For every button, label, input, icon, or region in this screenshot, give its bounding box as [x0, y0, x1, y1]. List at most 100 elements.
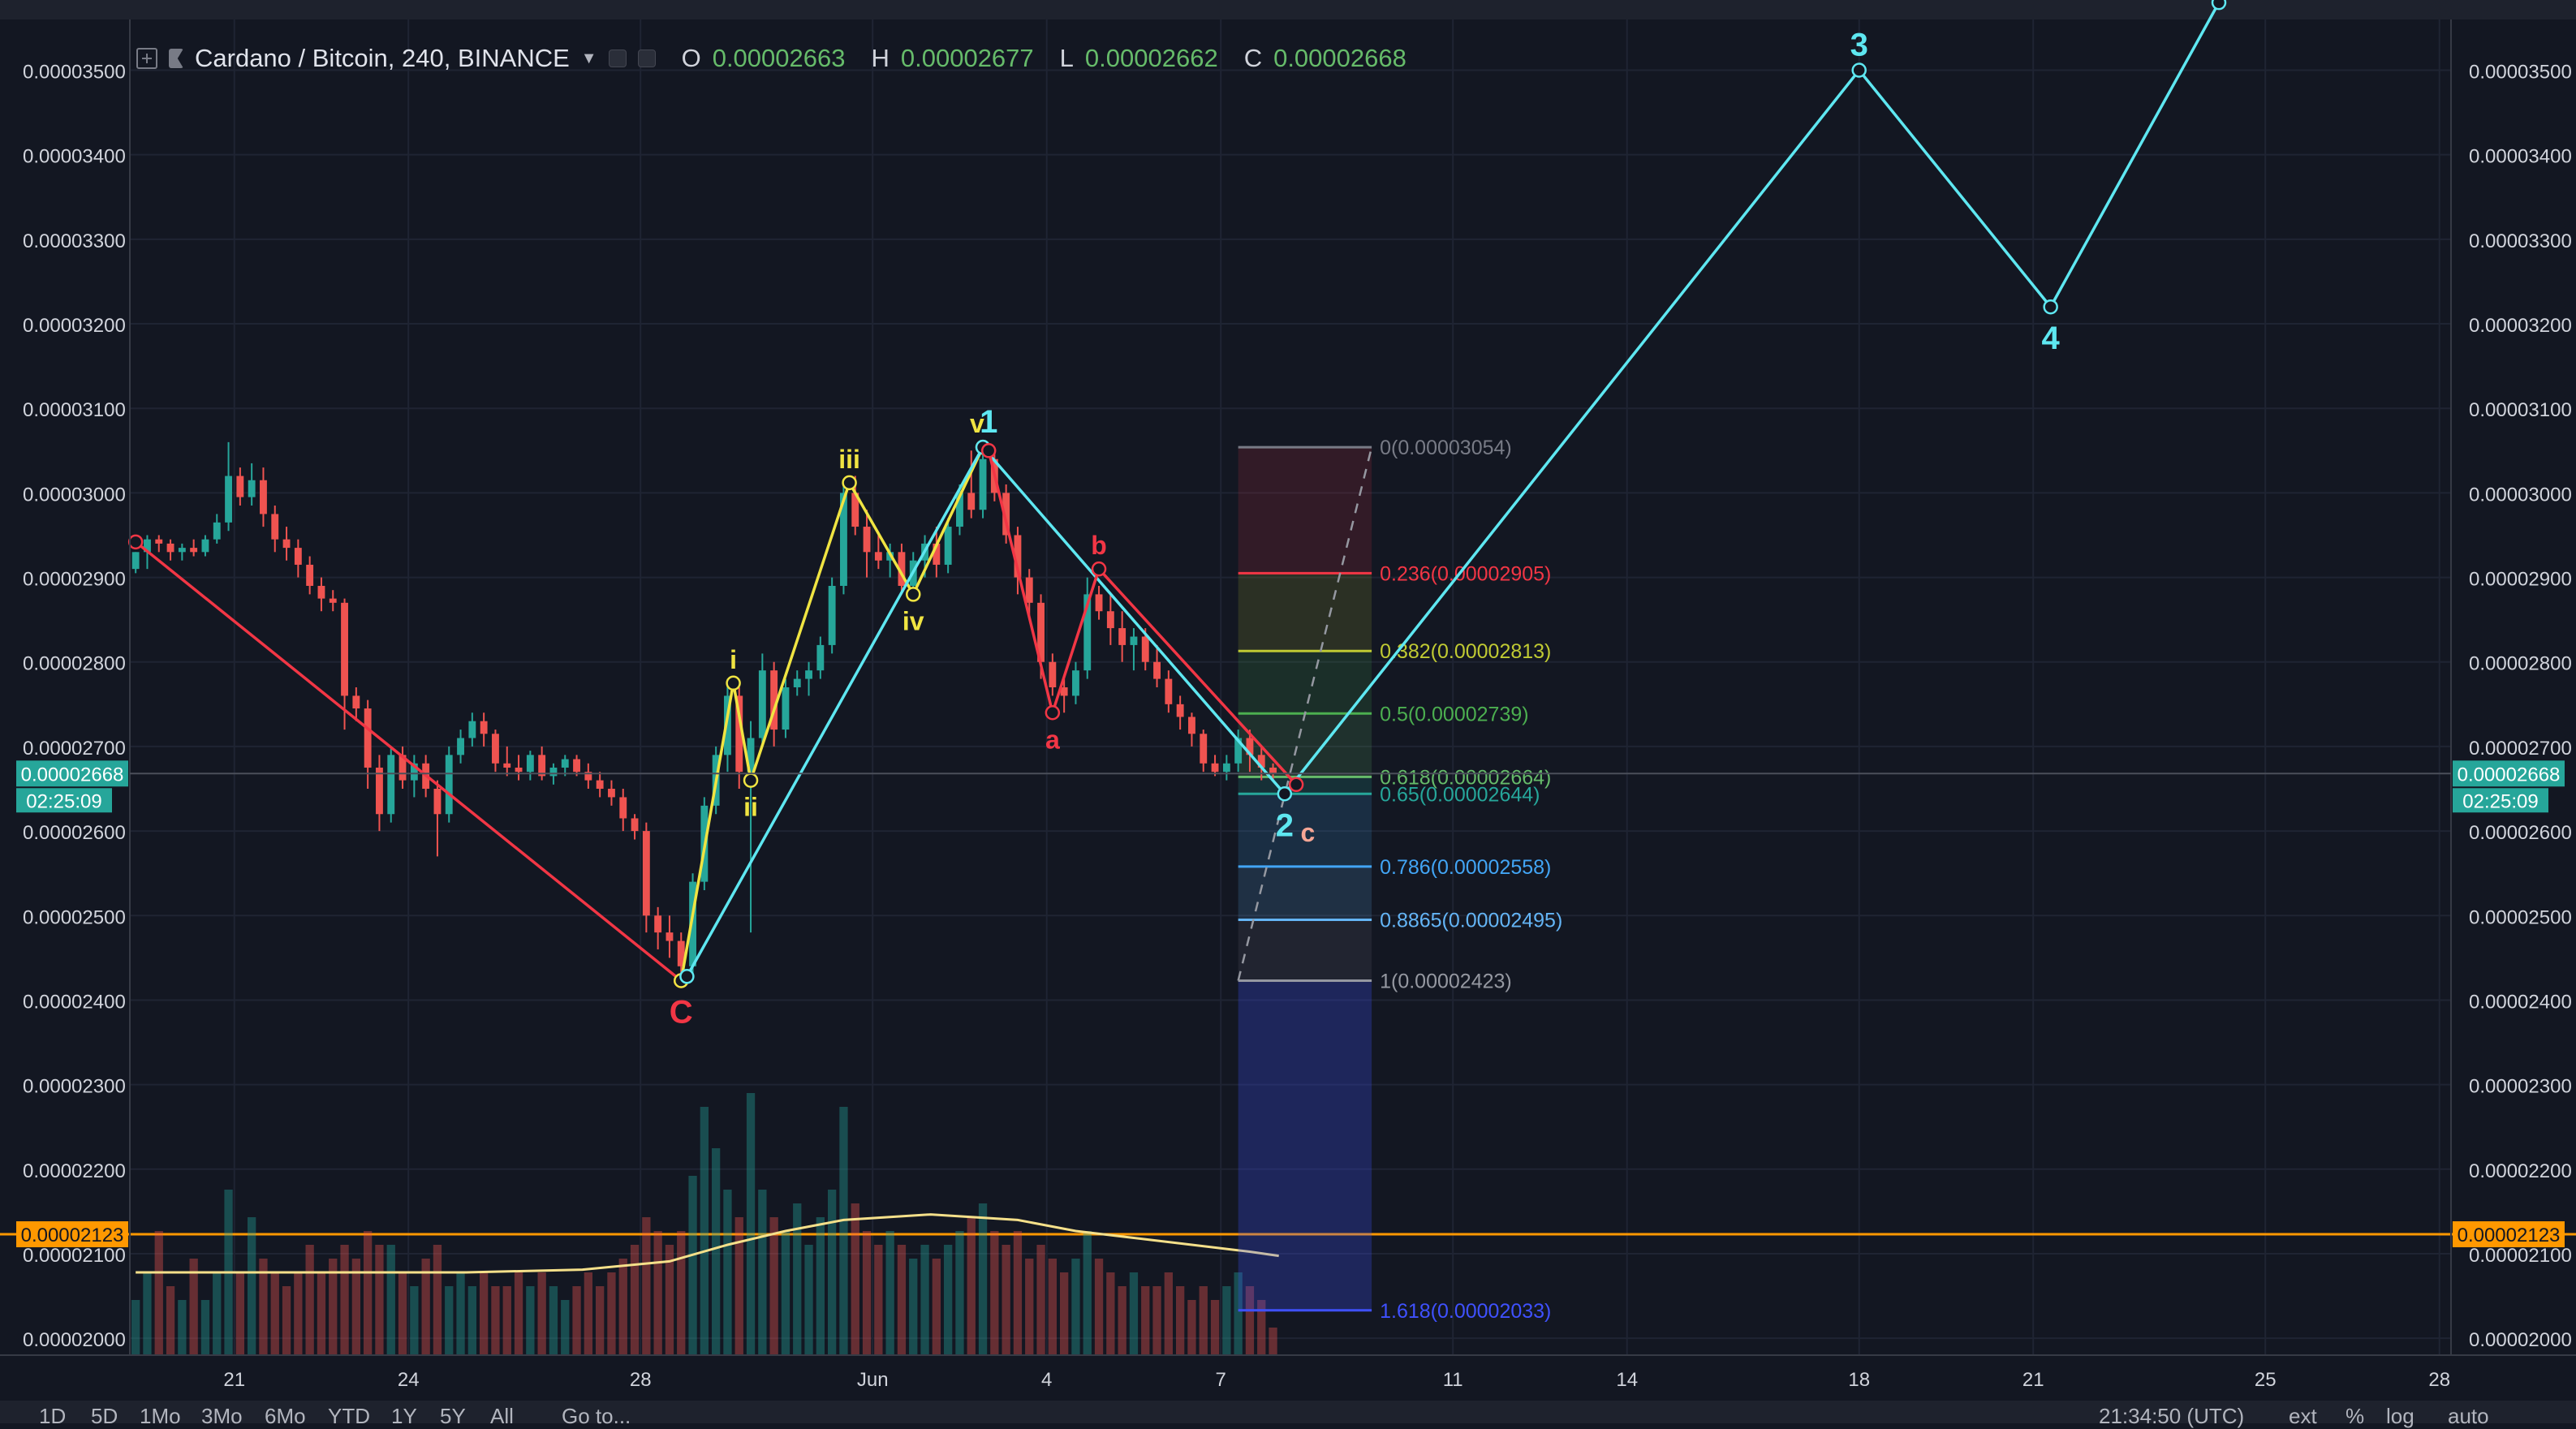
- volume-bar: [734, 1217, 743, 1355]
- low-key: L: [1059, 44, 1074, 72]
- volume-bar: [700, 1107, 709, 1355]
- price-horizontal-line[interactable]: 0.00002123 0.00002123: [0, 1221, 2576, 1248]
- bottom-toolbar: [0, 1401, 2576, 1423]
- symbol-title[interactable]: Cardano / Bitcoin, 240, BINANCE: [195, 44, 570, 72]
- option-auto[interactable]: auto: [2448, 1404, 2489, 1428]
- volume-bar: [1152, 1286, 1161, 1355]
- volume-bars: [131, 1093, 1279, 1355]
- volume-bar: [688, 1176, 697, 1355]
- volume-bar: [804, 1245, 813, 1355]
- plus-icon[interactable]: [136, 48, 157, 69]
- range-all[interactable]: All: [490, 1404, 514, 1428]
- wave-point: [743, 773, 759, 788]
- range-3mo[interactable]: 3Mo: [201, 1404, 243, 1428]
- volume-bar: [421, 1259, 430, 1355]
- candle-body: [260, 480, 267, 514]
- candle-body: [724, 695, 731, 755]
- y-tick-label-left: 0.00003300: [23, 230, 126, 252]
- wave-label: C: [670, 994, 693, 1030]
- fib-retracement[interactable]: 0(0.00003054)0.236(0.00002905)0.382(0.00…: [1237, 437, 1563, 1323]
- candle-body: [956, 493, 963, 527]
- wave-label: iv: [902, 606, 924, 635]
- volume-bar: [712, 1148, 721, 1355]
- volume-bar: [1083, 1231, 1092, 1355]
- range-5y[interactable]: 5Y: [440, 1404, 466, 1428]
- wave-point: [1277, 786, 1293, 802]
- y-tick-label-left: 0.00002900: [23, 569, 126, 591]
- y-tick-label-right: 0.00003400: [2469, 146, 2572, 168]
- candle-body: [538, 755, 546, 777]
- candle-body: [735, 695, 743, 773]
- wave-point: [906, 587, 921, 602]
- y-tick-label-right: 0.00002200: [2469, 1160, 2572, 1182]
- candle-body: [874, 552, 882, 561]
- fib-zone: [1238, 866, 1372, 920]
- volume-bar: [1141, 1286, 1150, 1355]
- range-1d[interactable]: 1D: [39, 1404, 67, 1428]
- candle-body: [561, 759, 569, 768]
- candle-body: [619, 797, 627, 819]
- wave-point: [2211, 0, 2227, 11]
- fib-zone: [1238, 919, 1372, 981]
- volume-bar: [758, 1190, 767, 1355]
- range-6mo[interactable]: 6Mo: [265, 1404, 306, 1428]
- flag-icon[interactable]: [169, 49, 183, 68]
- candlesticks: [131, 441, 1277, 979]
- volume-bar: [746, 1093, 756, 1355]
- wave-line: [135, 540, 683, 982]
- candle-body: [1060, 687, 1068, 696]
- wave-point: [2043, 299, 2058, 315]
- candle-body: [677, 940, 685, 966]
- volume-bar: [642, 1217, 651, 1355]
- volume-bar: [1222, 1286, 1231, 1355]
- horizontal-line-badge-left: [16, 1221, 128, 1248]
- candle-body: [782, 687, 790, 730]
- candle-body: [503, 763, 511, 768]
- candle-body: [851, 493, 859, 527]
- option-ext[interactable]: ext: [2289, 1404, 2317, 1428]
- x-tick-label: 7: [1216, 1369, 1226, 1391]
- volume-bar: [1094, 1259, 1104, 1355]
- option-percent[interactable]: %: [2346, 1404, 2365, 1428]
- y-tick-label-left: 0.00002300: [23, 1076, 126, 1098]
- horizontal-line-badge-right: [2453, 1221, 2565, 1248]
- option-log[interactable]: log: [2386, 1404, 2414, 1428]
- goto-button[interactable]: Go to...: [562, 1404, 631, 1428]
- volume-bar: [1210, 1300, 1220, 1355]
- eye-icon[interactable]: [608, 49, 627, 67]
- candle-body: [933, 543, 941, 565]
- candle-body: [689, 881, 696, 966]
- volume-bar: [200, 1300, 210, 1355]
- y-tick-label-right: 0.00003500: [2469, 62, 2572, 84]
- y-tick-label-right: 0.00003300: [2469, 230, 2572, 252]
- range-5d[interactable]: 5D: [91, 1404, 118, 1428]
- volume-bar: [769, 1217, 778, 1355]
- fib-zone: [1238, 980, 1372, 1311]
- candle-body: [433, 789, 442, 815]
- candle-body: [1118, 628, 1126, 645]
- gear-icon[interactable]: [637, 49, 656, 67]
- wave-label: ii: [743, 793, 758, 822]
- candle-body: [1257, 755, 1265, 768]
- range-1mo[interactable]: 1Mo: [140, 1404, 181, 1428]
- wave-point: [1851, 62, 1867, 78]
- candle-body: [840, 493, 847, 586]
- volume-ma-line: [136, 1213, 1279, 1274]
- low-value: 0.00002662: [1084, 44, 1218, 72]
- candle-body: [584, 772, 592, 781]
- range-1y[interactable]: 1Y: [391, 1404, 417, 1428]
- candle-body: [1014, 535, 1022, 578]
- volume-bar: [862, 1231, 872, 1355]
- chevron-down-icon[interactable]: ▼: [580, 49, 597, 67]
- x-tick-label: 28: [630, 1369, 652, 1391]
- candle-body: [770, 670, 778, 730]
- volume-bar: [630, 1245, 640, 1355]
- volume-bar: [561, 1300, 570, 1355]
- volume-bar: [375, 1245, 384, 1355]
- range-ytd[interactable]: YTD: [328, 1404, 370, 1428]
- x-tick-label: 28: [2428, 1369, 2450, 1391]
- candle-body: [492, 734, 499, 764]
- wave-line: [679, 446, 984, 981]
